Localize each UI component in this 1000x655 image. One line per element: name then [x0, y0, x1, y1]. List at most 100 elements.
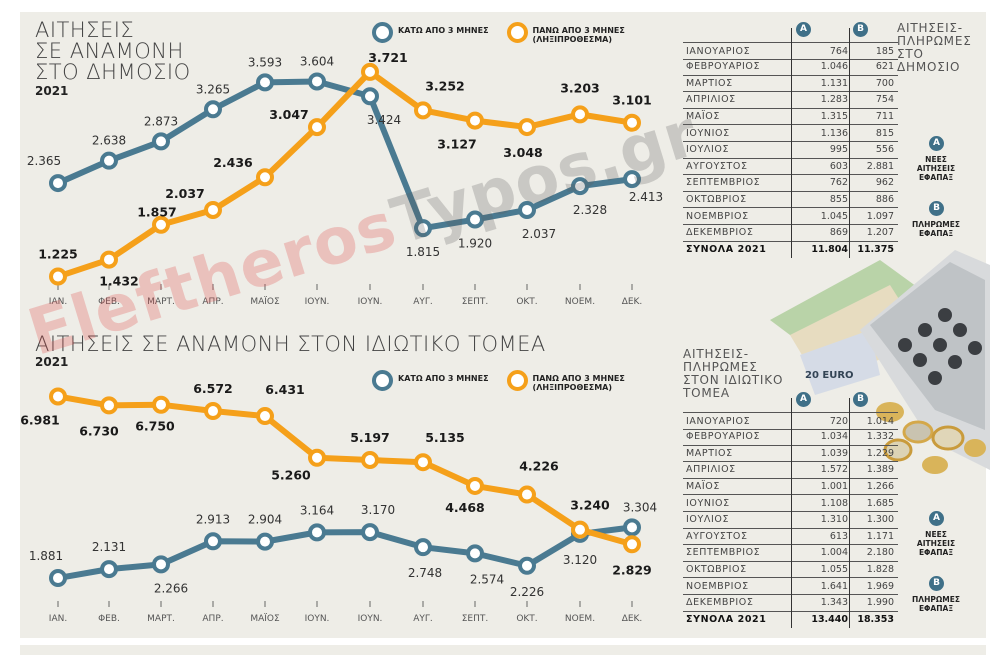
data-label: 2.131: [92, 540, 126, 554]
month-cell: ΝΟΕΜΒΡΙΟΣ: [686, 580, 749, 592]
data-label: 4.468: [445, 500, 485, 515]
table-row: ΜΑΡΤΙΟΣ 1.131 700: [683, 75, 898, 93]
chart1-legend: ΚΑΤΩ ΑΠΟ 3 ΜΗΝΕΣ ΠΑΝΩ ΑΠΟ 3 ΜΗΝΕΣ (ΛΗΞΙΠΡ…: [372, 22, 625, 44]
col-b-cell: 556: [875, 144, 894, 156]
col-a-cell: 1.136: [820, 127, 848, 139]
data-label: 1.920: [458, 237, 492, 251]
column-badge-a: A: [796, 392, 811, 407]
col-b-cell: 2.180: [866, 547, 894, 559]
chart1-title: ΑΙΤΗΣΕΙΣ ΣΕ ΑΝΑΜΟΝΗ ΣΤΟ ΔΗΜΟΣΙΟ: [35, 20, 191, 83]
x-tick-label: ΜΑΪΟΣ: [250, 613, 280, 624]
data-label: 6.730: [79, 423, 119, 438]
legend-blue-marker: [372, 370, 393, 391]
table-total-row: ΣΥΝΟΛΑ 2021 13.440 18.353: [683, 611, 898, 627]
data-label: 2.266: [154, 581, 188, 595]
badge-b-note: B: [929, 201, 944, 216]
month-cell: ΙΟΥΛΙΟΣ: [686, 144, 730, 156]
data-point: [308, 72, 326, 91]
table-row: ΙΟΥΛΙΟΣ 995 556: [683, 142, 898, 159]
title-line: ΣΤΟ ΔΗΜΟΣΙΟ: [35, 60, 191, 84]
calculator-image: [860, 250, 990, 470]
table-row: ΜΑΪΟΣ 1.315 711: [683, 108, 898, 126]
data-point: [256, 407, 274, 426]
col-a-cell: 613: [829, 530, 848, 542]
x-tick-label: ΟΚΤ.: [516, 614, 537, 624]
data-point: [204, 100, 222, 119]
table-row: ΟΚΤΩΒΡΙΟΣ 855 886: [683, 191, 898, 209]
legend-below-label: ΚΑΤΩ ΑΠΟ 3 ΜΗΝΕΣ: [398, 374, 489, 383]
x-tick-label: ΝΟΕΜ.: [565, 614, 595, 624]
x-tick-label: ΦΕΒ.: [98, 297, 120, 307]
data-point: [100, 560, 118, 579]
series-line-above-3-months: [57, 68, 633, 280]
data-point: [361, 523, 379, 542]
column-divider: [849, 28, 850, 258]
month-cell: ΟΚΤΩΒΡΙΟΣ: [686, 193, 747, 205]
table-row: ΣΕΠΤΕΜΒΡΙΟΣ 762 962: [683, 175, 898, 192]
table-row: ΑΠΡΙΛΙΟΣ 1.283 754: [683, 92, 898, 109]
data-point: [100, 250, 118, 269]
column-badge-a: A: [796, 22, 811, 37]
data-point: [308, 523, 326, 542]
data-label: 2.328: [573, 203, 607, 217]
data-label: 2.913: [196, 512, 230, 526]
note-a: ΝΕΕΣ ΑΙΤΗΣΕΙΣ ΕΦΑΠΑΞ: [916, 155, 956, 182]
data-point: [466, 476, 484, 495]
data-label: 6.750: [135, 419, 175, 434]
x-tick-label: ΜΑΪΟΣ: [250, 296, 280, 307]
col-b-cell: 1.207: [866, 227, 894, 239]
data-point: [623, 170, 641, 189]
col-a-cell: 1.004: [820, 547, 848, 559]
title-line: ΣΕ ΑΝΑΜΟΝΗ: [35, 39, 184, 63]
col-a-cell: 1.108: [820, 497, 848, 509]
col-a-cell: 1.001: [820, 480, 848, 492]
month-cell: ΙΟΥΝΙΟΣ: [686, 127, 730, 139]
x-tick-label: ΟΚΤ.: [516, 297, 537, 307]
note-b: ΠΛΗΡΩΜΕΣ ΕΦΑΠΑΞ: [912, 595, 960, 613]
series-line-below-3-months: [56, 78, 633, 232]
table-row: ΙΑΝΟΥΑΡΙΟΣ 720 1.014: [683, 412, 898, 430]
table-row: ΔΕΚΕΜΒΡΙΟΣ 1.343 1.990: [683, 595, 898, 612]
data-point: [414, 538, 432, 557]
x-tick-label: ΑΥΓ.: [413, 297, 433, 307]
month-cell: ΙΟΥΛΙΟΣ: [686, 514, 730, 526]
data-point: [466, 544, 484, 563]
column-badge-b: B: [853, 392, 868, 407]
table-row: ΜΑΡΤΙΟΣ 1.039 1.229: [683, 445, 898, 463]
col-a-cell: 1.310: [820, 514, 848, 526]
chart2-legend: ΚΑΤΩ ΑΠΟ 3 ΜΗΝΕΣ ΠΑΝΩ ΑΠΟ 3 ΜΗΝΕΣ (ΛΗΞΙΠΡ…: [372, 370, 625, 392]
data-label: 2.638: [92, 134, 126, 148]
x-tick-label: ΜΑΡΤ.: [147, 297, 175, 307]
col-a-cell: 603: [829, 160, 848, 172]
month-cell: ΝΟΕΜΒΡΙΟΣ: [686, 210, 749, 222]
legend-below-label: ΚΑΤΩ ΑΠΟ 3 ΜΗΝΕΣ: [398, 26, 489, 35]
month-cell: ΜΑΡΤΙΟΣ: [686, 77, 733, 89]
col-b-cell: 1.828: [866, 563, 894, 575]
col-a-cell: 1.045: [820, 210, 848, 222]
month-cell: ΙΑΝΟΥΑΡΙΟΣ: [686, 415, 751, 427]
data-point: [49, 174, 67, 193]
col-a-cell: 855: [829, 193, 848, 205]
month-cell: ΜΑΡΤΙΟΣ: [686, 447, 733, 459]
data-point: [308, 448, 326, 467]
column-badge-b: B: [853, 22, 868, 37]
data-point: [518, 200, 536, 219]
data-label: 2.365: [27, 154, 61, 168]
month-cell: ΜΑΪΟΣ: [686, 110, 720, 122]
data-point: [204, 200, 222, 219]
data-point: [518, 485, 536, 504]
data-label: 1.881: [29, 549, 63, 563]
data-label: 6.981: [20, 412, 60, 427]
column-divider: [849, 398, 850, 628]
table-row: ΜΑΪΟΣ 1.001 1.266: [683, 478, 898, 496]
col-b-cell: 700: [875, 77, 894, 89]
col-b-cell: 962: [875, 177, 894, 189]
data-label: 1.432: [99, 274, 139, 289]
col-a-cell: 11.804: [811, 243, 848, 255]
data-label: 2.873: [144, 114, 178, 128]
data-label: 6.431: [265, 382, 305, 397]
col-a-cell: 720: [829, 415, 848, 427]
chart1-year: 2021: [35, 84, 69, 98]
table-row: ΙΑΝΟΥΑΡΙΟΣ 764 185: [683, 42, 898, 60]
chart2-year: 2021: [35, 355, 69, 369]
